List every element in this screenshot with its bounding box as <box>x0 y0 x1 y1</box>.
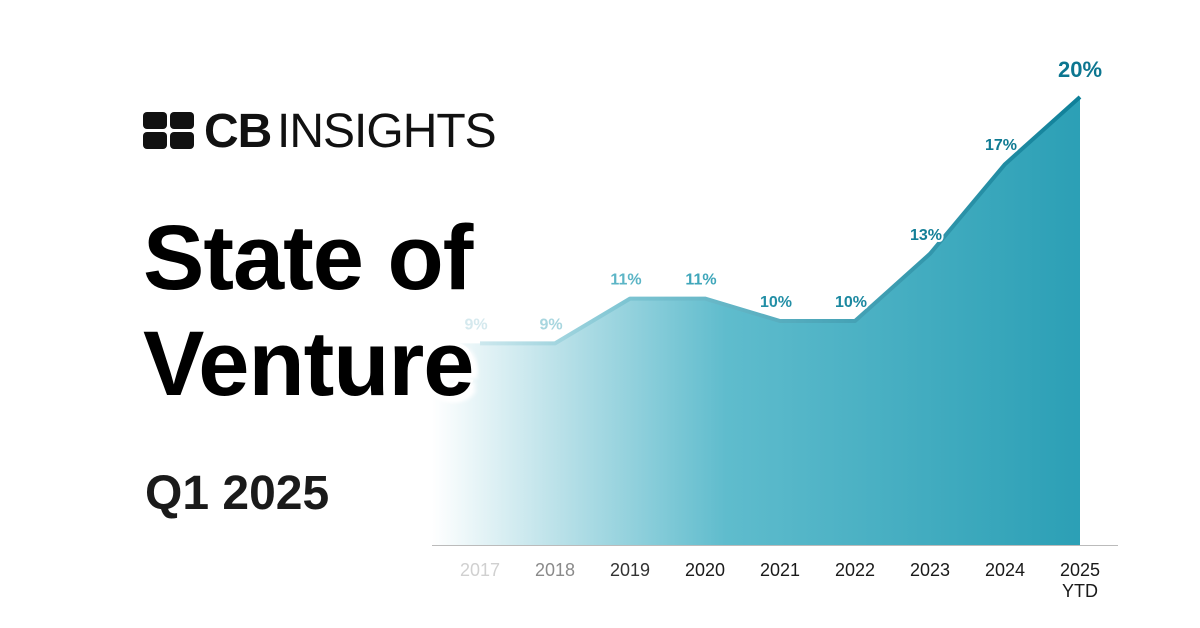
x-tick-label: 2019 <box>609 560 651 580</box>
value-label: 10% <box>760 294 792 311</box>
value-label: 11% <box>610 272 641 289</box>
x-tick-label: 2020 <box>684 560 726 580</box>
x-tick-label: 2024 <box>984 560 1026 580</box>
x-tick-label: 2025 YTD <box>1059 560 1101 601</box>
x-tick-label: 2022 <box>834 560 876 580</box>
value-label: 13% <box>910 227 942 244</box>
subtitle: Q1 2025 <box>145 467 330 520</box>
value-label: 9% <box>464 316 487 333</box>
value-label: 17% <box>985 137 1017 154</box>
area <box>432 97 1080 545</box>
value-label: 9% <box>539 316 562 333</box>
logo-text: INSIGHTS <box>277 105 497 158</box>
value-label: 10% <box>835 294 867 311</box>
line <box>480 95 1082 346</box>
x-tick-label: 2023 <box>909 560 951 580</box>
x-tick-label: 2021 <box>759 560 801 580</box>
logo-icon <box>143 112 194 149</box>
logo-text: CB <box>204 105 272 158</box>
x-tick-label: 2018 <box>534 560 576 580</box>
value-label: 11% <box>685 272 716 289</box>
x-tick-label: 2017 <box>459 560 501 580</box>
title: State of Venture <box>143 207 474 415</box>
value-label: 20% <box>1058 57 1102 82</box>
